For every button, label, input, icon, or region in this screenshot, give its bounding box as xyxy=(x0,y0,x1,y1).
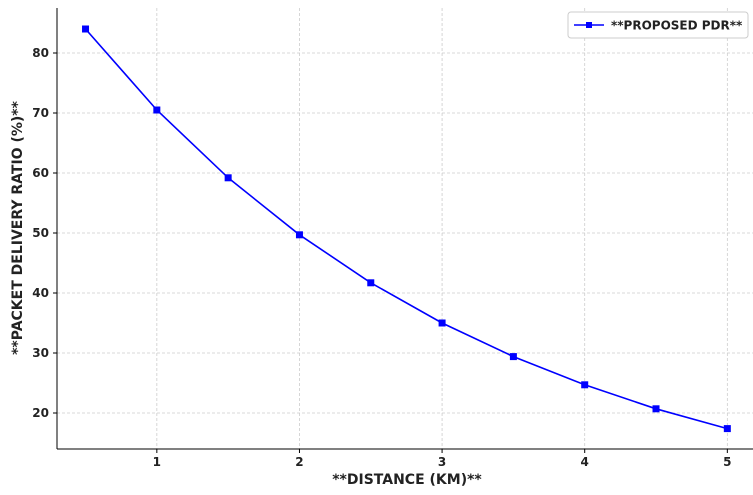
legend-marker xyxy=(586,22,592,28)
ticks: 1 2 3 4 5 20 30 40 50 60 70 80 xyxy=(32,46,731,469)
y-tick-label: 30 xyxy=(32,346,49,360)
data-point-marker xyxy=(652,405,660,413)
y-tick-label: 20 xyxy=(32,406,49,420)
data-point-marker xyxy=(723,425,731,433)
data-point-marker xyxy=(509,353,517,361)
y-tick-label: 60 xyxy=(32,166,49,180)
y-axis-title: **PACKET DELIVERY RATIO (%)** xyxy=(10,100,26,355)
data-point-marker xyxy=(224,174,232,182)
data-point-marker xyxy=(153,106,161,114)
series-layer xyxy=(82,25,731,433)
legend-box xyxy=(567,11,749,39)
x-tick-label: 2 xyxy=(295,455,303,469)
data-point-marker xyxy=(82,25,90,33)
axes xyxy=(56,8,753,450)
data-point-marker xyxy=(581,381,589,389)
y-tick-label: 40 xyxy=(32,286,49,300)
x-axis-title: **DISTANCE (KM)** xyxy=(332,472,482,488)
x-tick-label: 3 xyxy=(438,455,446,469)
x-tick-label: 4 xyxy=(581,455,589,469)
y-tick-label: 80 xyxy=(32,46,49,60)
y-tick-label: 70 xyxy=(32,106,49,120)
x-tick-label: 5 xyxy=(723,455,731,469)
grid xyxy=(57,8,753,449)
x-tick-label: 1 xyxy=(153,455,161,469)
legend-label: **PROPOSED PDR** xyxy=(611,19,743,33)
data-point-marker xyxy=(295,231,303,239)
data-point-marker xyxy=(367,279,375,287)
series-line xyxy=(84,28,728,430)
data-point-marker xyxy=(438,319,446,327)
legend: **PROPOSED PDR** xyxy=(567,11,749,39)
y-tick-label: 50 xyxy=(32,226,49,240)
